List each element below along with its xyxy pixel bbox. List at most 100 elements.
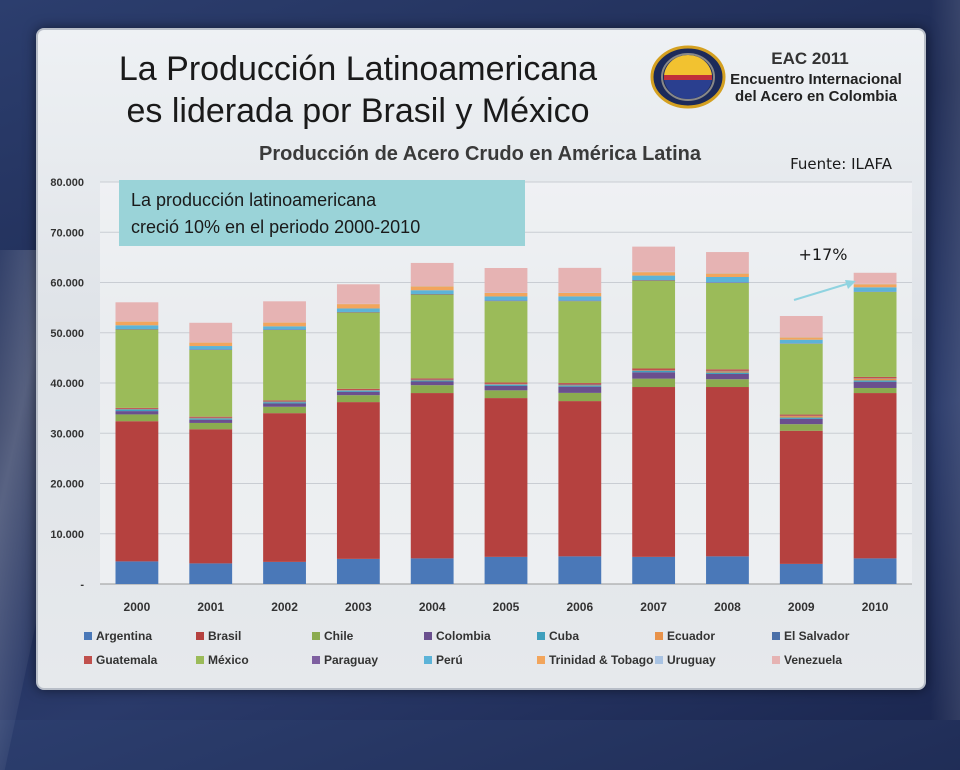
- legend-swatch: [655, 632, 663, 640]
- x-tick-label: 2003: [345, 600, 372, 614]
- bar-segment: [485, 383, 528, 384]
- bar-segment: [706, 379, 749, 387]
- y-tick-label: 10.000: [50, 529, 84, 541]
- bar-segment: [780, 344, 823, 415]
- legend-item: Chile: [312, 629, 354, 643]
- bar-segment: [263, 326, 306, 329]
- bar-segment: [854, 273, 897, 284]
- legend-swatch: [424, 656, 432, 664]
- bar-segment: [780, 415, 823, 416]
- bar-segment: [189, 418, 232, 419]
- legend-label: México: [208, 653, 249, 667]
- bar-segment: [337, 559, 380, 584]
- bar-segment: [189, 429, 232, 563]
- y-tick-label: 40.000: [50, 378, 84, 390]
- legend-swatch: [424, 632, 432, 640]
- bar-segment: [116, 421, 159, 561]
- legend-swatch: [196, 632, 204, 640]
- bar-segment: [116, 322, 159, 326]
- bar-segment: [558, 296, 601, 300]
- bar-segment: [558, 393, 601, 401]
- bar-segment: [558, 268, 601, 293]
- bar-segment: [780, 337, 823, 339]
- x-tick-label: 2008: [714, 600, 741, 614]
- bar-segment: [632, 280, 675, 281]
- bar-segment: [558, 301, 601, 383]
- bar-segment: [411, 558, 454, 584]
- bar-segment: [263, 402, 306, 403]
- bar-segment: [854, 292, 897, 377]
- x-tick-label: 2009: [788, 600, 815, 614]
- bar-segment: [706, 369, 749, 371]
- y-tick-label: 80.000: [50, 177, 84, 189]
- x-tick-label: 2005: [493, 600, 520, 614]
- bar-segment: [558, 385, 601, 386]
- bar-segment: [854, 382, 897, 388]
- legend-label: Cuba: [549, 629, 579, 643]
- bar-segment: [411, 263, 454, 286]
- bar-segment: [263, 323, 306, 327]
- bar-segment: [263, 403, 306, 406]
- bar-segment: [263, 407, 306, 413]
- legend-swatch: [772, 632, 780, 640]
- bar-segment: [854, 388, 897, 393]
- bar-segment: [854, 558, 897, 584]
- bar-segment: [780, 431, 823, 564]
- bar-segment: [263, 562, 306, 584]
- bar-segment: [780, 340, 823, 344]
- legend-label: Venezuela: [784, 653, 842, 667]
- y-tick-label: 70.000: [50, 227, 84, 239]
- bar-segment: [854, 379, 897, 381]
- bar-segment: [485, 296, 528, 300]
- x-tick-label: 2000: [124, 600, 151, 614]
- legend-item: El Salvador: [772, 629, 850, 643]
- bar-segment: [189, 323, 232, 343]
- legend-item: Ecuador: [655, 629, 715, 643]
- legend-swatch: [655, 656, 663, 664]
- bar-segment: [411, 290, 454, 294]
- legend-item: Uruguay: [655, 653, 716, 667]
- bar-segment: [337, 312, 380, 388]
- bar-segment: [485, 398, 528, 557]
- bar-segment: [485, 301, 528, 382]
- legend-label: Colombia: [436, 629, 491, 643]
- bar-segment: [706, 252, 749, 273]
- bar-segment: [116, 330, 159, 408]
- bar-segment: [558, 301, 601, 302]
- bar-segment: [189, 417, 232, 418]
- legend-swatch: [537, 656, 545, 664]
- bar-segment: [706, 374, 749, 379]
- bar-segment: [780, 424, 823, 431]
- bar-segment: [780, 564, 823, 584]
- bar-segment: [337, 395, 380, 402]
- bar-segment: [263, 301, 306, 322]
- bar-segment: [632, 379, 675, 387]
- callout-box: La producción latinoamericana creció 10%…: [119, 180, 525, 246]
- x-tick-label: 2001: [197, 600, 224, 614]
- legend-item: Venezuela: [772, 653, 842, 667]
- bar-segment: [706, 274, 749, 277]
- bar-segment: [485, 293, 528, 297]
- bar-segment: [558, 293, 601, 297]
- bar-segment: [632, 276, 675, 280]
- bar-segment: [485, 386, 528, 390]
- y-tick-label: 60.000: [50, 278, 84, 290]
- bar-segment: [337, 389, 380, 390]
- bar-segment: [263, 400, 306, 401]
- legend-item: Trinidad & Tobago: [537, 653, 653, 667]
- bar-segment: [337, 392, 380, 395]
- bar-segment: [411, 286, 454, 290]
- bar-segment: [706, 556, 749, 584]
- bar-segment: [632, 281, 675, 369]
- legend-label: El Salvador: [784, 629, 850, 643]
- x-tick-label: 2004: [419, 600, 446, 614]
- legend-swatch: [312, 656, 320, 664]
- bar-segment: [632, 387, 675, 557]
- chart-title: Producción de Acero Crudo en América Lat…: [259, 143, 702, 165]
- bar-segment: [854, 287, 897, 291]
- bar-segment: [263, 330, 306, 400]
- bar-segment: [632, 369, 675, 371]
- legend-item: Brasil: [196, 629, 241, 643]
- bar-segment: [189, 423, 232, 429]
- y-tick-label: 30.000: [50, 428, 84, 440]
